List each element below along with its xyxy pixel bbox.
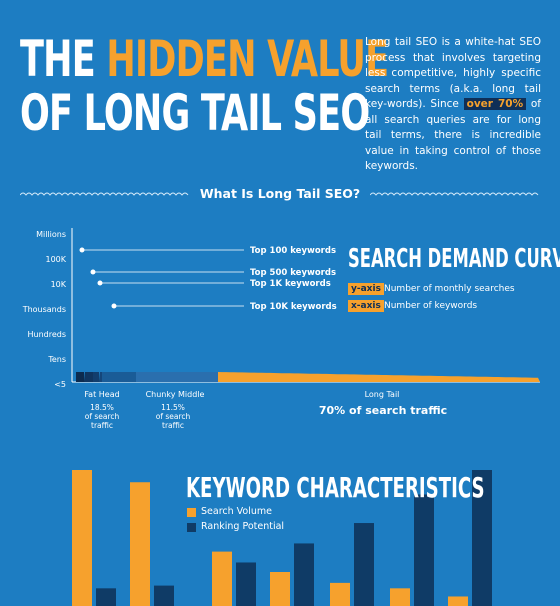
y-axis-tag: y-axis <box>348 283 384 295</box>
wavy-divider-right <box>370 192 539 196</box>
segment-share-fat-head: traffic <box>91 421 113 430</box>
segment-share-fat-head: 18.5% <box>90 403 114 412</box>
legend-swatch-search-volume <box>187 508 196 517</box>
demand-curve-title: SEARCH DEMAND CURVE <box>348 244 560 274</box>
y-tick-label: Millions <box>36 230 66 239</box>
segment-share-chunky-middle: 11.5% <box>161 403 185 412</box>
segment-label-fat-head: Fat Head <box>84 390 119 399</box>
section-heading: What Is Long Tail SEO? <box>199 186 361 201</box>
fat-head-band-2 <box>85 372 93 382</box>
y-tick-label: 100K <box>45 255 66 264</box>
annotation-label: Top 500 keywords <box>250 268 336 278</box>
x-axis-description: Number of keywords <box>384 301 478 311</box>
intro-highlight: over 70% <box>463 98 527 110</box>
segment-share-long-tail: 70% of search traffic <box>319 404 447 417</box>
segment-share-chunky-middle: of search <box>156 412 191 421</box>
bar-search-volume <box>330 582 350 606</box>
bar-ranking-potential <box>414 494 434 606</box>
y-tick-label: 10K <box>51 280 67 289</box>
bar-ranking-potential <box>96 588 116 606</box>
bar-ranking-potential <box>294 543 314 606</box>
title-line-2: OF LONG TAIL SEO <box>20 84 370 142</box>
bar-ranking-potential <box>472 470 492 606</box>
wavy-divider-left <box>20 192 189 196</box>
segment-share-fat-head: of search <box>85 412 120 421</box>
annotation-label: Top 100 keywords <box>250 246 336 256</box>
fat-head-band-3 <box>93 372 100 382</box>
y-tick-label: Hundreds <box>27 330 66 339</box>
bar-search-volume <box>390 588 410 606</box>
title-highlight: HIDDEN VALUE <box>106 30 389 88</box>
long-tail-area <box>218 372 540 382</box>
bar-search-volume <box>270 572 290 606</box>
keyword-characteristics-title: KEYWORD CHARACTERISTICS <box>186 471 485 504</box>
bar-search-volume <box>212 551 232 606</box>
chunky-middle-area <box>102 372 136 382</box>
legend-label-ranking-potential: Ranking Potential <box>201 521 285 532</box>
search-demand-chart: Millions 100K 10K Thousands Hundreds Tens <5 To… <box>22 228 540 430</box>
x-axis-tag: x-axis <box>348 300 384 312</box>
infographic-title: THE HIDDEN VALUE OF LONG TAIL SEO <box>20 34 492 138</box>
y-tick-label: Thousands <box>22 305 66 314</box>
bar-search-volume <box>448 596 468 606</box>
annotation-label: Top 10K keywords <box>250 302 337 312</box>
y-axis-description: Number of monthly searches <box>384 284 515 294</box>
middle-tail-area <box>136 372 218 382</box>
intro-paragraph: Long tail SEO is a white-hat SEO process… <box>365 36 541 172</box>
y-tick-label: Tens <box>47 355 66 364</box>
legend-label-search-volume: Search Volume <box>201 506 272 517</box>
bar-search-volume <box>130 482 150 606</box>
segment-share-chunky-middle: traffic <box>162 421 184 430</box>
y-tick-label: <5 <box>54 380 66 389</box>
segment-label-chunky-middle: Chunky Middle <box>146 390 205 399</box>
annotation-label: Top 1K keywords <box>250 279 331 289</box>
bar-search-volume <box>72 470 92 606</box>
fat-head-band-4 <box>100 372 102 382</box>
title-line-1: THE HIDDEN VALUE <box>20 30 389 88</box>
bar-ranking-potential <box>154 585 174 606</box>
segment-label-long-tail: Long Tail <box>365 390 400 399</box>
legend-swatch-ranking-potential <box>187 523 196 532</box>
fat-head-band-1 <box>76 372 85 382</box>
bar-ranking-potential <box>236 562 256 606</box>
bar-ranking-potential <box>354 523 374 606</box>
